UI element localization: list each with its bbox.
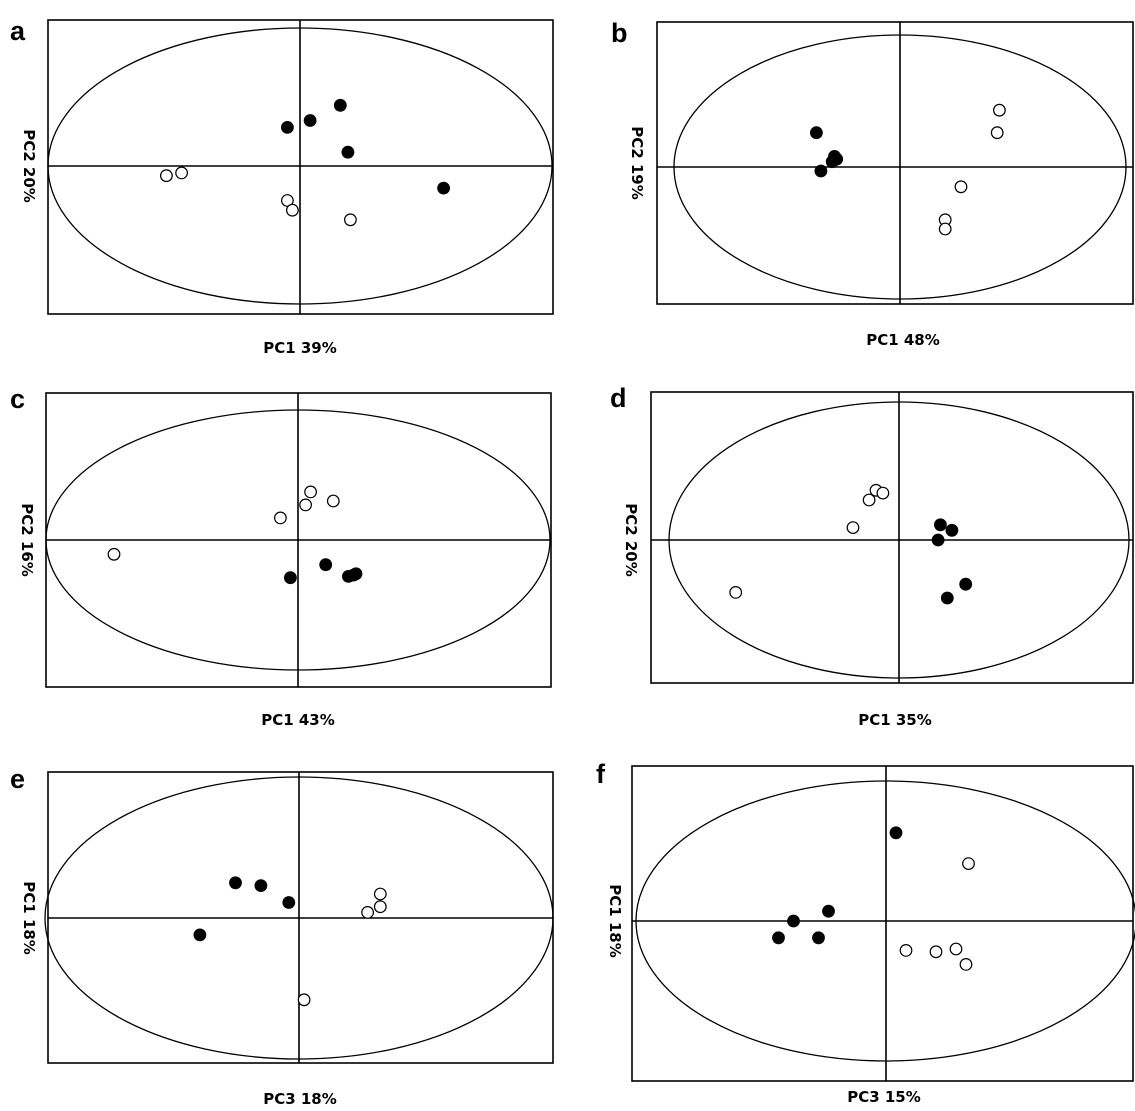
data-point-open [326, 494, 340, 508]
panel-c: c PC1 43% PC2 16% [10, 384, 552, 729]
panel-e: e PC3 18% PC1 18% [10, 764, 554, 1108]
data-point-open [954, 180, 968, 194]
data-point-open [304, 485, 318, 499]
data-point-filled [347, 568, 360, 582]
data-point-filled [193, 928, 207, 942]
data-point-filled [825, 155, 839, 169]
y-axis-title: PC2 20% [20, 129, 38, 203]
data-point-open [729, 586, 743, 599]
plot-frame [650, 391, 1134, 684]
panel-d: d PC1 35% PC2 20% [610, 383, 1134, 729]
data-point-filled [822, 904, 835, 918]
data-point-filled [959, 577, 973, 591]
data-point-filled [787, 914, 800, 928]
data-point-filled [254, 879, 268, 892]
panel-b: b PC1 48% PC2 19% [611, 18, 1134, 349]
data-point-filled [341, 145, 355, 159]
x-axis-title: PC1 39% [263, 339, 337, 357]
data-point-open [107, 547, 121, 561]
data-point-filled [810, 126, 823, 140]
data-point-open [361, 906, 375, 919]
data-point-filled [931, 533, 945, 547]
data-point-open [299, 498, 313, 512]
data-point-open [929, 945, 943, 959]
panel-letter: a [10, 16, 26, 46]
data-point-open [846, 521, 860, 534]
data-point-filled [284, 571, 297, 585]
panel-letter: d [610, 383, 627, 413]
data-point-open [175, 166, 189, 180]
x-axis-title: PC1 48% [866, 331, 940, 349]
y-axis-title: PC2 20% [622, 503, 640, 577]
data-point-open [862, 493, 876, 507]
data-point-filled [437, 181, 451, 195]
panel-letter: f [596, 759, 606, 789]
y-axis-title: PC2 16% [18, 503, 36, 577]
x-axis-title: PC1 43% [261, 711, 335, 729]
data-point-filled [319, 558, 333, 572]
data-point-open [373, 887, 387, 901]
data-point-filled [812, 931, 825, 945]
data-point-open [962, 857, 975, 870]
y-axis-title: PC2 19% [628, 126, 646, 200]
data-point-open [274, 511, 287, 525]
data-point-open [993, 103, 1006, 117]
data-point-filled [940, 591, 954, 605]
data-point-open [286, 203, 299, 217]
x-axis-title: PC3 15% [847, 1088, 921, 1106]
x-axis-title: PC3 18% [263, 1090, 337, 1108]
data-point-open [297, 993, 311, 1007]
data-point-filled [772, 931, 785, 945]
data-point-filled [945, 523, 959, 537]
data-point-filled [889, 826, 903, 840]
data-point-open [990, 126, 1004, 140]
data-point-filled [934, 518, 947, 532]
data-point-filled [282, 896, 296, 909]
x-axis-title: PC1 35% [858, 711, 932, 729]
y-axis-title: PC1 18% [20, 881, 38, 955]
panel-letter: e [10, 764, 25, 794]
panel-letter: c [10, 384, 25, 414]
data-point-open [876, 486, 890, 500]
panel-letter: b [611, 18, 628, 48]
data-point-open [959, 958, 973, 971]
data-point-open [938, 222, 952, 236]
plot-frame [631, 765, 1134, 1082]
data-point-open [899, 944, 913, 957]
data-point-open [949, 942, 963, 956]
data-point-open [159, 169, 173, 183]
data-point-filled [281, 120, 294, 134]
plot-frame [656, 21, 1134, 305]
data-point-filled [229, 876, 242, 890]
data-point-open [344, 213, 357, 227]
panel-a: a PC1 39% PC2 20% [10, 16, 554, 357]
data-point-filled [303, 114, 317, 127]
data-point-filled [333, 98, 347, 112]
data-point-open [373, 900, 387, 914]
data-point-filled [814, 164, 828, 178]
panel-f: f PC3 15% PC1 18% [596, 759, 1135, 1106]
y-axis-title: PC1 18% [606, 884, 624, 958]
